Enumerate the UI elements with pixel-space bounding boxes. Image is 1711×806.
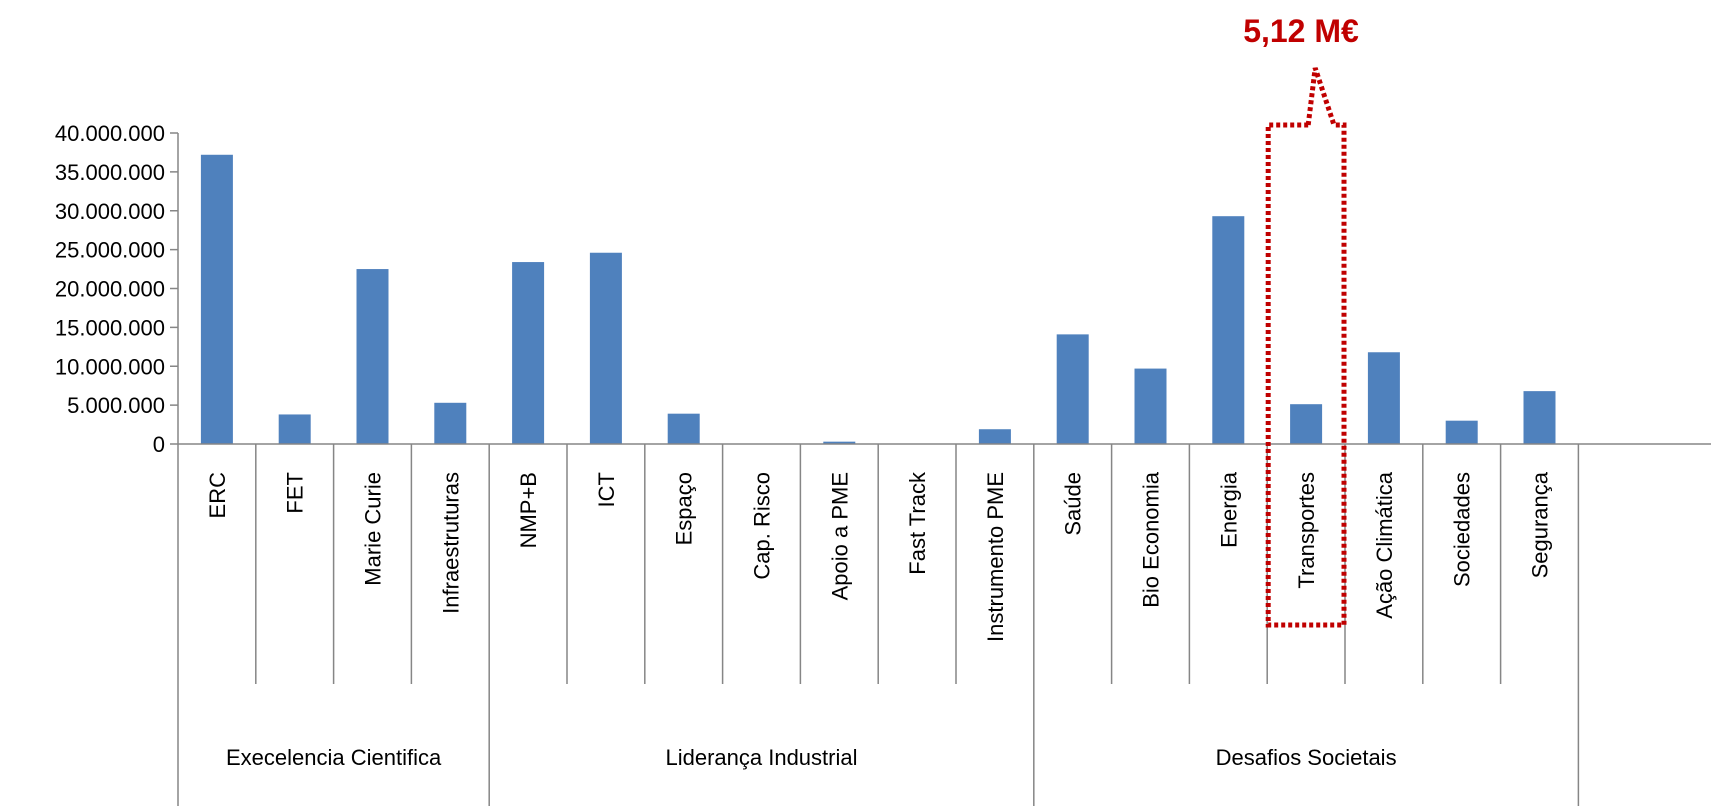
x-tick-label: Cap. Risco [750,472,775,580]
y-tick-label: 25.000.000 [55,238,165,263]
x-tick-label: Espaço [672,472,697,545]
group-label: Desafios Societais [1216,745,1397,770]
y-tick-label: 40.000.000 [55,121,165,146]
x-tick-label: FET [283,472,308,514]
bar [1523,391,1556,444]
x-tick-label: NMP+B [516,472,541,548]
highlight-callout: 5,12 M€ [1243,13,1359,628]
x-tick-label: Sociedades [1450,472,1475,587]
bar [823,441,856,444]
callout-pointer [1305,67,1337,126]
x-tick-label: Energia [1216,471,1241,548]
x-axis: ERC FET Marie Curie Infraestruturas NMP+B ICT… [177,443,1711,806]
y-tick-label: 20.000.000 [55,277,165,302]
bar [589,252,622,444]
x-tick-label: Apoio a PME [827,472,852,600]
bar [434,402,467,444]
bar [978,429,1011,444]
x-tick-label: Marie Curie [361,472,386,586]
x-tick-label: Segurança [1528,471,1553,578]
annotation-label: 5,12 M€ [1243,13,1359,49]
x-tick-label: Infraestruturas [438,472,463,614]
group-label: Liderança Industrial [665,745,857,770]
x-tick-label: Ação Climática [1372,471,1397,618]
y-tick-label: 10.000.000 [55,354,165,379]
bar [200,154,233,444]
y-tick-label: 15.000.000 [55,315,165,340]
x-tick-label: Bio Economia [1139,471,1164,608]
bar [278,414,311,444]
bars [200,154,1556,444]
x-tick-label: Transportes [1294,472,1319,589]
y-axis: 0 5.000.000 10.000.000 15.000.000 20.000.000… [55,121,179,457]
bar [1445,420,1478,444]
x-tick-label: ERC [205,472,230,519]
bar [512,262,545,444]
bar [1367,352,1400,444]
bar [1212,216,1245,444]
y-tick-label: 35.000.000 [55,160,165,185]
bar [1290,404,1323,444]
y-tick-label: 30.000.000 [55,199,165,224]
x-tick-label: Fast Track [905,471,930,575]
highlight-box [1265,122,1347,628]
bar [1056,334,1089,444]
y-tick-label: 5.000.000 [67,393,165,418]
y-tick-label: 0 [153,432,165,457]
bar [356,269,389,444]
bar [667,413,700,444]
x-tick-label: Saúde [1061,472,1086,536]
bar [1134,368,1167,444]
group-label: Execelencia Cientifica [226,745,442,770]
x-tick-label: Instrumento PME [983,472,1008,642]
x-tick-label: ICT [594,472,619,507]
